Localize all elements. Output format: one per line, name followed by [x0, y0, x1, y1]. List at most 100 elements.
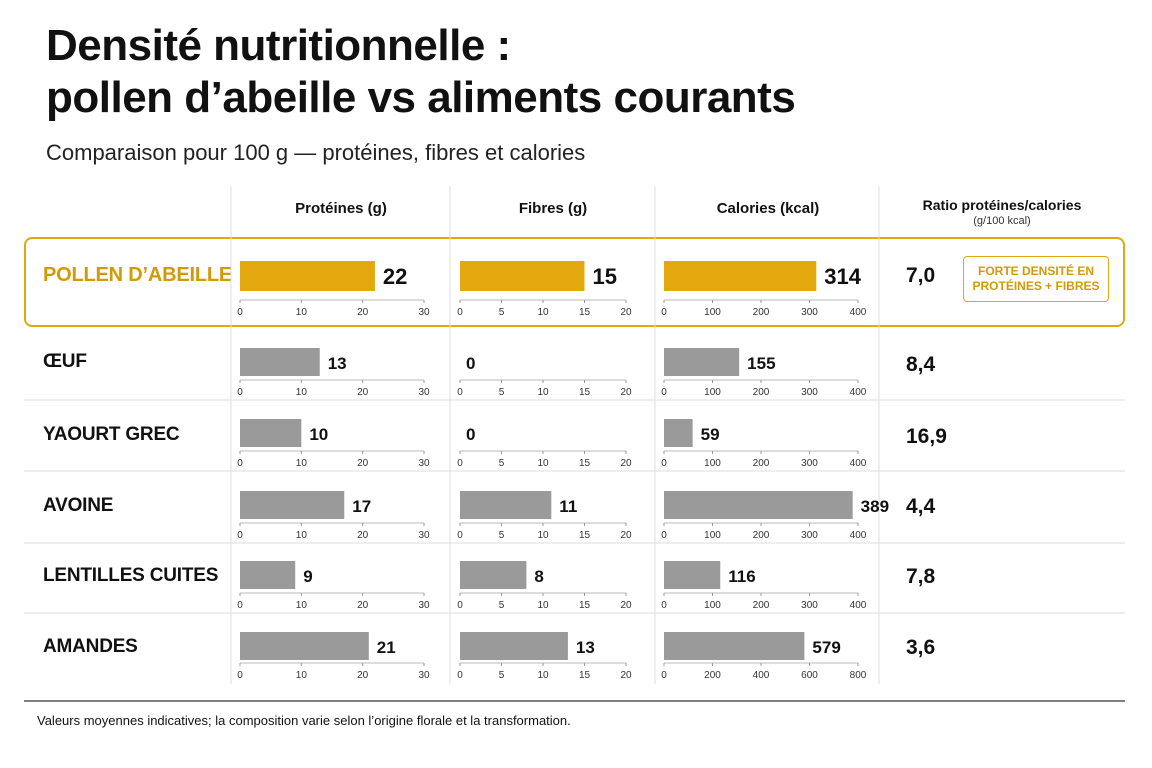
ratio-value-avoine: 4,4	[906, 495, 936, 518]
tick-label: 20	[620, 600, 632, 611]
title-line-1: Densité nutritionnelle :	[46, 21, 511, 70]
column-header-fibres: Fibres (g)	[518, 200, 588, 217]
tick-label: 20	[357, 307, 369, 318]
bar-fibres	[460, 491, 552, 519]
tick-label: 0	[457, 530, 463, 541]
tick-label: 10	[296, 600, 308, 611]
tick-label: 10	[296, 307, 308, 318]
row-label-oeuf: ŒUF	[43, 351, 87, 372]
value-label-calories: 59	[701, 425, 720, 444]
tick-label: 10	[537, 530, 549, 541]
bar-calories	[664, 348, 740, 376]
ratio-value-oeuf: 8,4	[906, 353, 936, 376]
value-label-calories: 155	[747, 354, 775, 373]
tick-label: 30	[418, 600, 430, 611]
tick-label: 0	[237, 600, 243, 611]
tick-label: 400	[850, 530, 867, 541]
tick-label: 400	[753, 670, 770, 681]
tick-label: 100	[704, 600, 721, 611]
tick-label: 0	[457, 387, 463, 398]
bar-proteins	[240, 348, 320, 376]
tick-label: 0	[237, 530, 243, 541]
chart-subtitle: Comparaison pour 100 g — protéines, fibr…	[46, 140, 586, 165]
tick-label: 15	[579, 387, 591, 398]
footnote: Valeurs moyennes indicatives; la composi…	[37, 713, 571, 728]
tick-label: 15	[579, 458, 591, 469]
tick-label: 5	[499, 387, 505, 398]
tick-label: 300	[801, 600, 818, 611]
highlight-row-frame	[24, 237, 1125, 327]
row-label-avoine: AVOINE	[43, 495, 114, 516]
row-label-yaourt-grec: YAOURT GREC	[43, 424, 180, 445]
tick-label: 10	[296, 530, 308, 541]
bar-proteins	[240, 632, 369, 660]
value-label-calories: 579	[812, 638, 840, 657]
tick-label: 200	[704, 670, 721, 681]
bar-calories	[664, 261, 817, 291]
tick-label: 0	[237, 670, 243, 681]
bar-calories	[664, 491, 853, 519]
row-label-pollen: POLLEN D’ABEILLE	[43, 264, 233, 286]
value-label-fibres: 13	[576, 638, 595, 657]
bar-proteins	[240, 261, 375, 291]
tick-label: 100	[704, 387, 721, 398]
column-header-proteins: Protéines (g)	[295, 200, 387, 217]
tick-label: 10	[537, 387, 549, 398]
value-label-proteins: 22	[383, 264, 407, 289]
tick-label: 20	[620, 307, 632, 318]
value-label-calories: 116	[728, 567, 755, 586]
tick-label: 10	[296, 387, 308, 398]
tick-label: 0	[661, 670, 667, 681]
tick-label: 400	[850, 307, 867, 318]
tick-label: 100	[704, 458, 721, 469]
tick-label: 20	[357, 530, 369, 541]
bar-calories	[664, 632, 805, 660]
value-label-calories: 314	[824, 264, 861, 289]
tick-label: 300	[801, 307, 818, 318]
tick-label: 0	[661, 458, 667, 469]
tick-label: 10	[296, 670, 308, 681]
tick-label: 10	[537, 670, 549, 681]
tick-label: 300	[801, 458, 818, 469]
tick-label: 20	[620, 387, 632, 398]
tick-label: 5	[499, 670, 505, 681]
ratio-header-label: Ratio protéines/calories	[922, 197, 1082, 213]
value-label-calories: 389	[861, 497, 889, 516]
tick-label: 5	[499, 307, 505, 318]
tick-label: 0	[457, 600, 463, 611]
value-label-fibres: 0	[466, 425, 475, 444]
tick-label: 15	[579, 307, 591, 318]
value-label-proteins: 9	[303, 567, 312, 586]
row-label-lentilles-cuites: LENTILLES CUITES	[43, 565, 219, 586]
bar-fibres	[460, 261, 585, 291]
tick-label: 400	[850, 600, 867, 611]
badge-line-2: PROTÉINES + FIBRES	[972, 279, 1100, 293]
value-label-proteins: 10	[309, 425, 328, 444]
tick-label: 10	[537, 307, 549, 318]
tick-label: 400	[850, 458, 867, 469]
tick-label: 30	[418, 530, 430, 541]
tick-label: 10	[537, 458, 549, 469]
chart-title: Densité nutritionnelle : pollen d’abeill…	[46, 20, 796, 124]
row-label-amandes: AMANDES	[43, 636, 138, 657]
tick-label: 30	[418, 387, 430, 398]
tick-label: 20	[620, 458, 632, 469]
title-line-2: pollen d’abeille vs aliments courants	[46, 73, 796, 122]
value-label-fibres: 0	[466, 354, 475, 373]
value-label-fibres: 8	[534, 567, 543, 586]
highlight-badge: FORTE DENSITÉ EN PROTÉINES + FIBRES	[963, 256, 1109, 302]
value-label-proteins: 21	[377, 638, 396, 657]
tick-label: 20	[357, 387, 369, 398]
tick-label: 0	[661, 307, 667, 318]
tick-label: 15	[579, 670, 591, 681]
tick-label: 200	[753, 458, 770, 469]
bar-fibres	[460, 561, 527, 589]
ratio-value-amandes: 3,6	[906, 636, 936, 659]
bar-proteins	[240, 561, 296, 589]
tick-label: 0	[661, 600, 667, 611]
bar-fibres	[460, 632, 568, 660]
value-label-proteins: 17	[352, 497, 371, 516]
tick-label: 0	[457, 307, 463, 318]
tick-label: 0	[661, 387, 667, 398]
